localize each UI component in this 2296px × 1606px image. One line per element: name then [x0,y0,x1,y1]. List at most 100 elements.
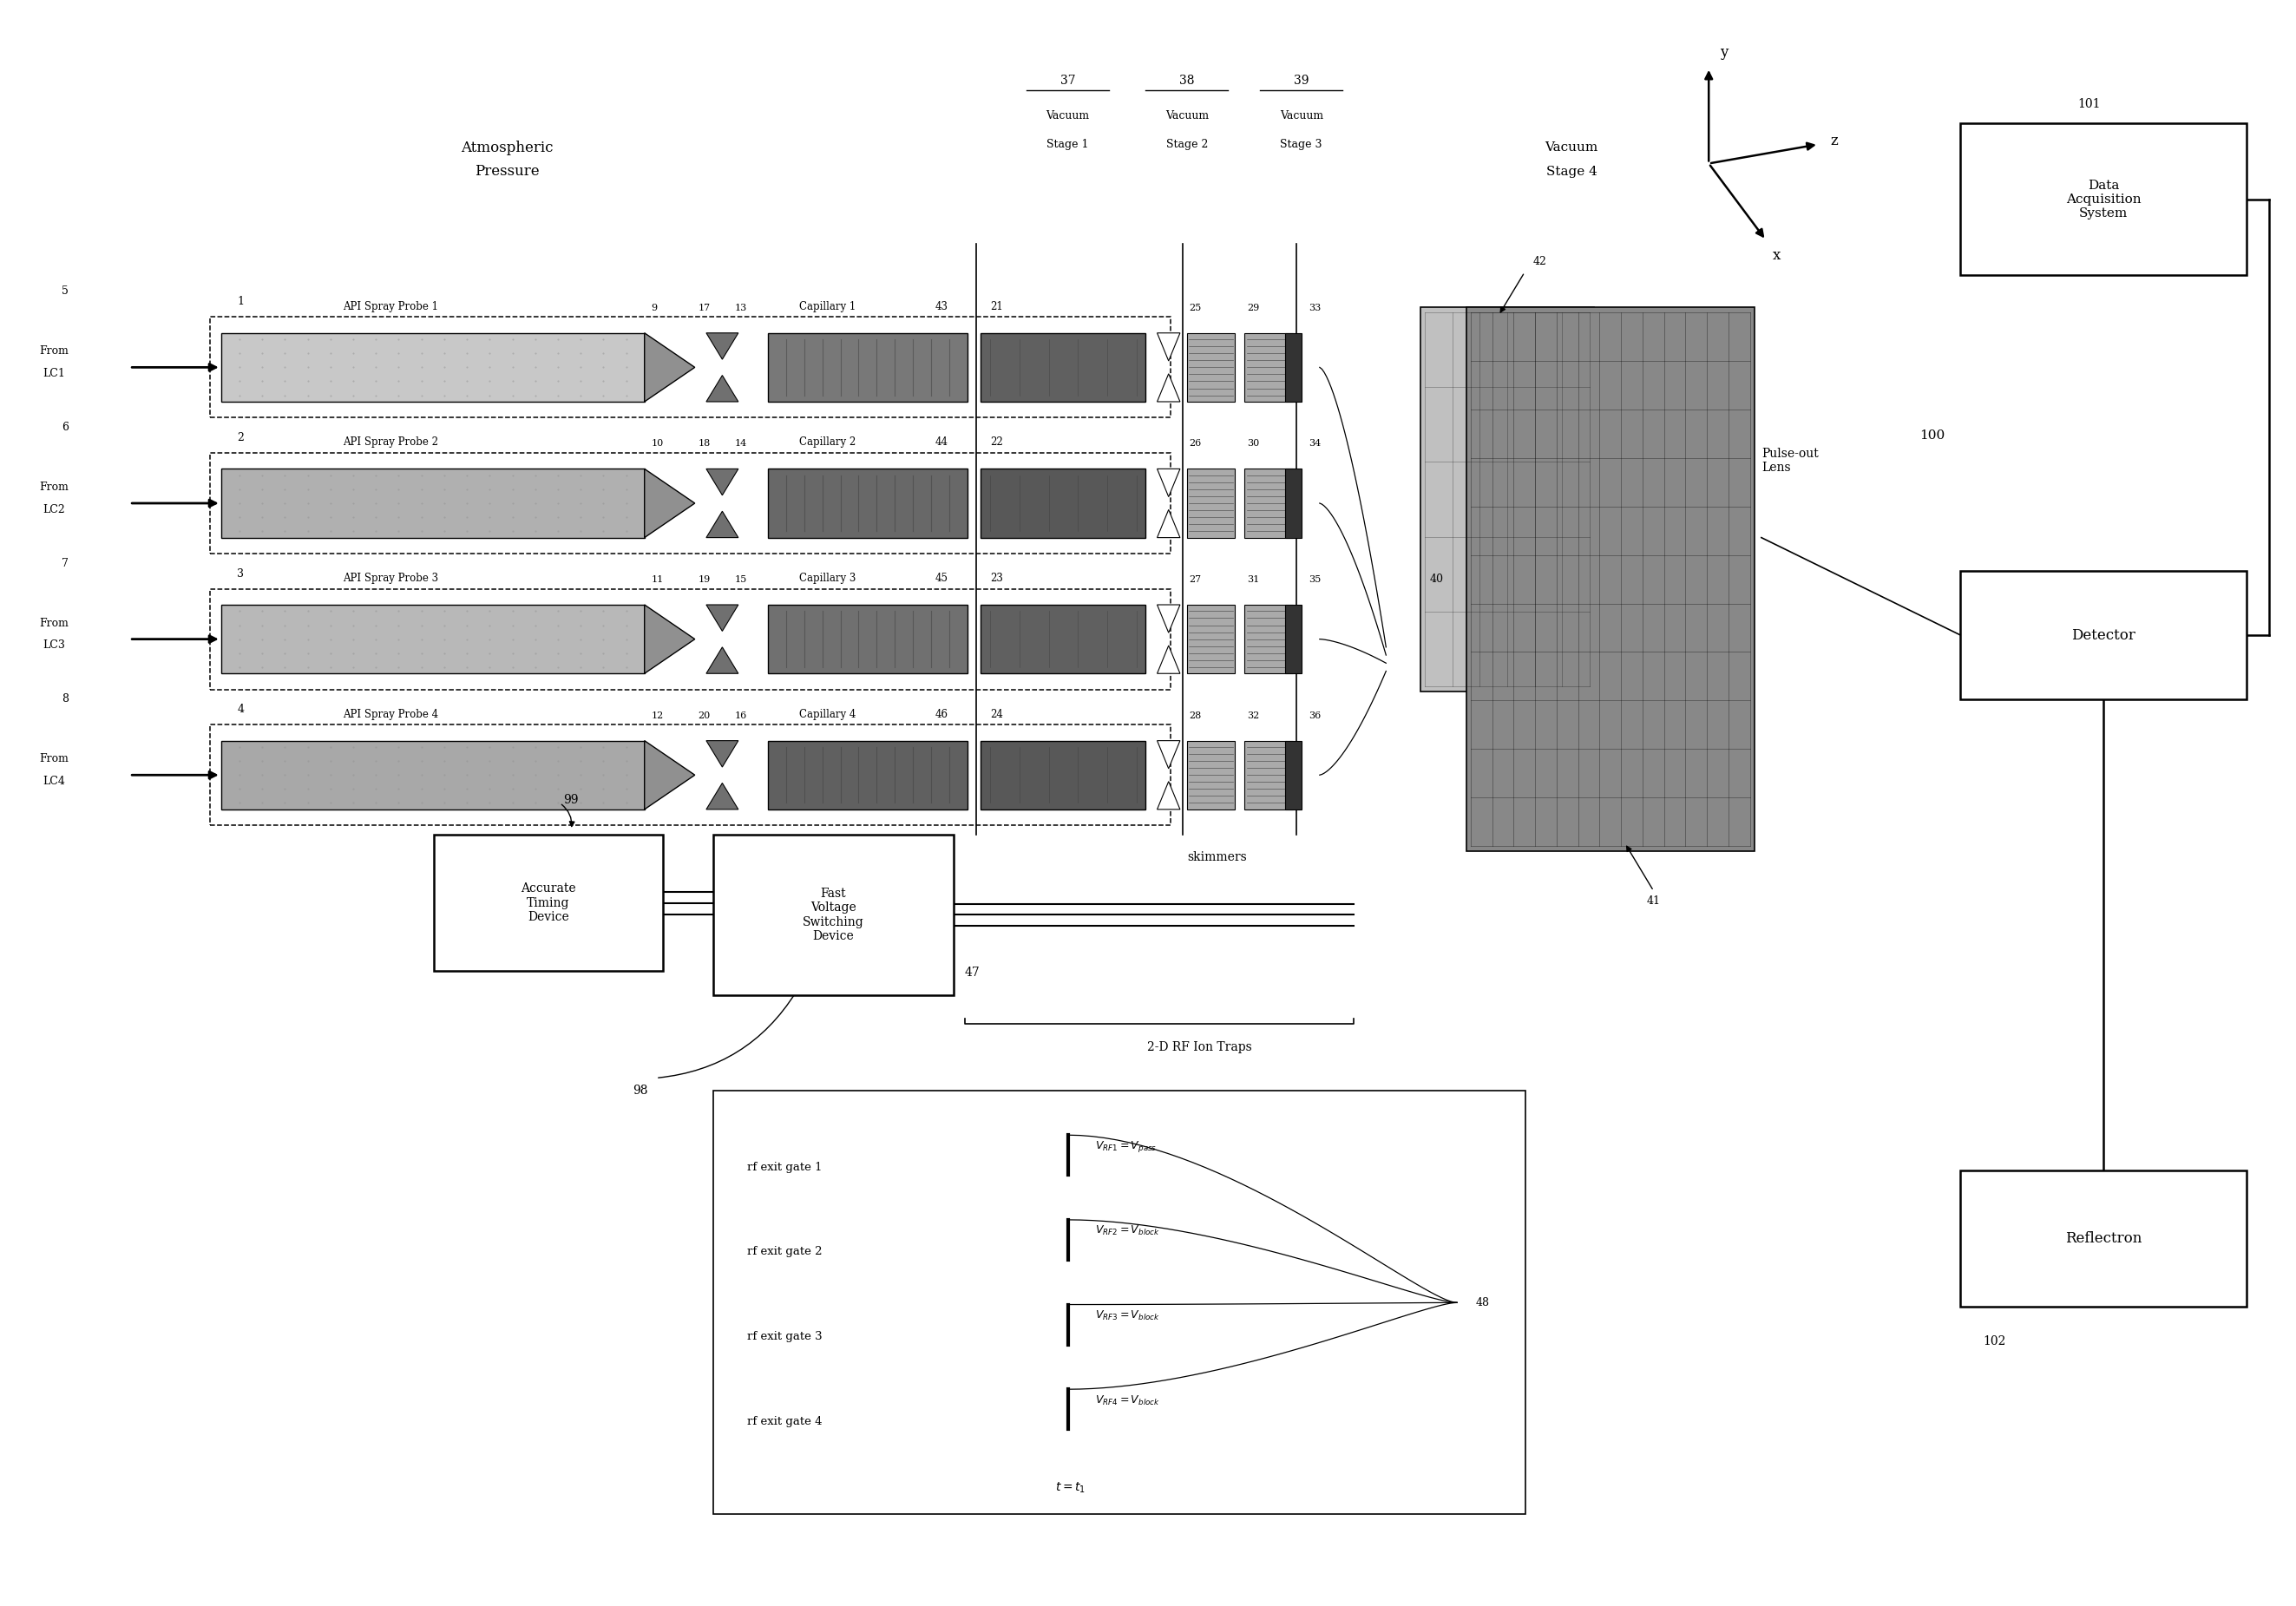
Text: 3: 3 [236,569,243,580]
Text: 25: 25 [1189,304,1201,312]
Text: 40: 40 [1430,573,1444,585]
Text: Stage 4: Stage 4 [1545,165,1598,178]
Polygon shape [1157,740,1180,769]
Text: LC4: LC4 [44,776,64,787]
Polygon shape [645,740,696,809]
Text: 10: 10 [652,440,664,448]
Text: 19: 19 [698,575,709,585]
Polygon shape [707,332,739,360]
Text: Atmospheric: Atmospheric [461,140,553,154]
Bar [1244,740,1293,809]
Text: 2: 2 [236,432,243,443]
Text: 26: 26 [1189,440,1201,448]
Bar [1187,469,1235,538]
Text: 21: 21 [990,300,1003,312]
Text: From: From [39,345,69,357]
Text: rf exit gate 4: rf exit gate 4 [748,1415,822,1426]
Bar [769,332,967,402]
Text: From: From [39,482,69,493]
Text: 43: 43 [934,300,948,312]
Text: 28: 28 [1189,711,1201,719]
Text: 14: 14 [735,440,746,448]
Polygon shape [707,784,739,809]
Text: 46: 46 [934,708,948,719]
Text: 18: 18 [698,440,709,448]
Polygon shape [645,332,696,402]
Text: 47: 47 [964,967,980,980]
Text: 38: 38 [1180,74,1194,87]
Text: 32: 32 [1247,711,1258,719]
Text: Stage 1: Stage 1 [1047,138,1088,149]
Text: 2-D RF Ion Traps: 2-D RF Ion Traps [1148,1042,1251,1054]
Text: API Spray Probe 4: API Spray Probe 4 [342,708,439,719]
Bar [1961,124,2245,275]
Bar [980,740,1146,809]
Polygon shape [707,511,739,538]
Polygon shape [707,376,739,402]
Text: $V_{RF2} = V_{block}$: $V_{RF2} = V_{block}$ [1095,1224,1159,1238]
Polygon shape [1157,646,1180,673]
Text: rf exit gate 3: rf exit gate 3 [748,1331,822,1343]
Text: 9: 9 [652,304,657,312]
Text: 13: 13 [735,304,746,312]
Text: 1: 1 [236,296,243,307]
Bar [1286,332,1302,402]
Bar [220,740,645,809]
Text: Vacuum: Vacuum [1545,141,1598,154]
Text: 11: 11 [652,575,664,585]
Text: LC1: LC1 [44,368,64,379]
Text: From: From [39,617,69,630]
Bar [1421,307,1593,691]
Bar [1286,605,1302,673]
Text: 36: 36 [1309,711,1320,719]
Bar [1244,605,1293,673]
Bar [1286,469,1302,538]
Text: 5: 5 [62,286,69,297]
Text: 48: 48 [1476,1298,1490,1309]
Bar [434,835,664,972]
Bar [980,469,1146,538]
Text: $V_{RF3} = V_{block}$: $V_{RF3} = V_{block}$ [1095,1309,1159,1322]
Polygon shape [707,605,739,631]
Text: Detector: Detector [2071,628,2135,642]
Bar [1467,307,1754,851]
Bar [220,332,645,402]
Text: API Spray Probe 3: API Spray Probe 3 [342,573,439,585]
Bar [769,740,967,809]
Bar [769,469,967,538]
Text: 15: 15 [735,575,746,585]
Text: API Spray Probe 2: API Spray Probe 2 [342,437,439,448]
Text: LC2: LC2 [44,504,64,516]
Bar [209,453,1171,554]
Bar [980,332,1146,402]
Polygon shape [645,605,696,673]
Text: API Spray Probe 1: API Spray Probe 1 [342,300,439,312]
Polygon shape [1157,605,1180,633]
Text: 20: 20 [698,711,709,719]
Text: 12: 12 [652,711,664,719]
Text: 17: 17 [698,304,709,312]
Text: From: From [39,753,69,764]
Text: 7: 7 [62,557,69,569]
Text: Capillary 2: Capillary 2 [799,437,856,448]
Text: 23: 23 [990,573,1003,585]
Bar [1244,469,1293,538]
Polygon shape [707,647,739,673]
Text: 102: 102 [1984,1336,2007,1347]
Text: Vacuum: Vacuum [1047,109,1091,120]
Text: Capillary 3: Capillary 3 [799,573,856,585]
Polygon shape [645,469,696,538]
Bar [209,589,1171,689]
Text: $t=t_1$: $t=t_1$ [1056,1481,1086,1495]
Text: 44: 44 [934,437,948,448]
Text: 37: 37 [1061,74,1075,87]
Text: Stage 2: Stage 2 [1166,138,1208,149]
Text: x: x [1773,249,1782,263]
Bar [1187,740,1235,809]
Text: 45: 45 [934,573,948,585]
Text: Vacuum: Vacuum [1279,109,1322,120]
Text: 98: 98 [631,1084,647,1097]
Text: Fast
Voltage
Switching
Device: Fast Voltage Switching Device [804,888,863,943]
Text: 30: 30 [1247,440,1258,448]
Text: 27: 27 [1189,575,1201,585]
